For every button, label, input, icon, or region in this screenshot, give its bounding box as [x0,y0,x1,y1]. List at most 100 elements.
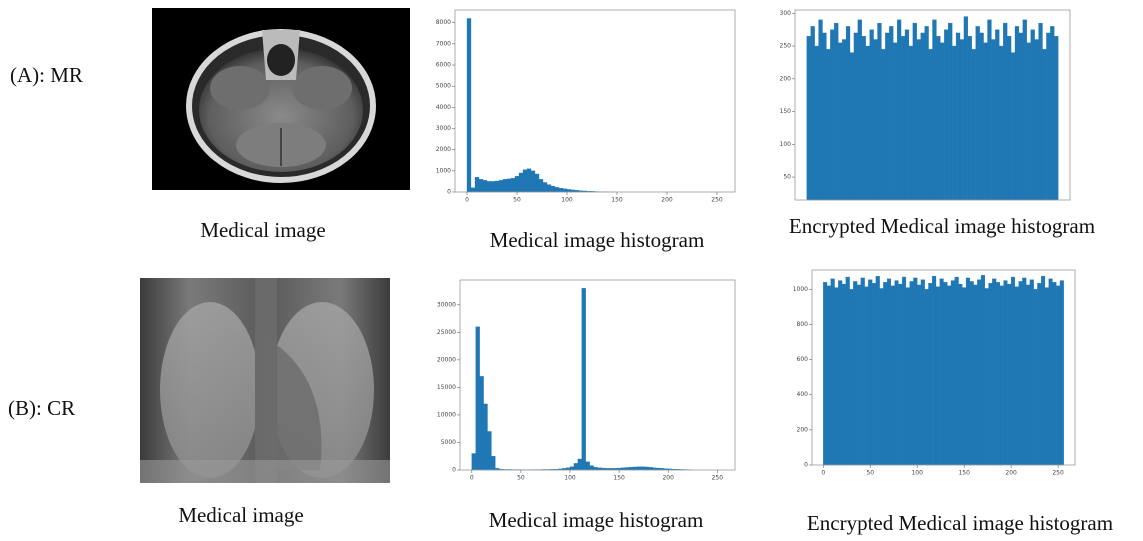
y-tick-label: 600 [797,356,809,363]
histogram-bar [523,170,527,192]
histogram-bar [898,284,902,465]
histogram-bar [475,177,479,192]
histogram-bar [649,467,653,470]
histogram-bar [1039,23,1043,200]
histogram-bar [850,289,854,465]
x-tick-label: 100 [564,475,576,482]
histogram-bar [880,288,884,465]
y-tick-label: 200 [797,426,809,433]
histogram-bar [637,467,641,470]
histogram-bar [527,169,531,192]
histogram-bar [893,43,897,200]
histogram-bar [905,30,909,200]
y-tick-label: 15000 [437,384,456,391]
histogram-bar [960,39,964,200]
histogram-bar [1049,279,1053,465]
histogram-bar [866,46,870,200]
x-tick-label: 200 [1005,470,1017,477]
x-tick-label: 250 [712,475,724,482]
histogram-bar [944,30,948,200]
row-label: (B): CR [8,396,75,420]
histogram-bar [858,20,862,200]
x-tick-label: 100 [911,470,923,477]
figure: (A): MR (B): CR Medical image Medical im… [0,0,1143,541]
histogram-bar [633,467,637,470]
histogram-bar [1015,287,1019,465]
histogram-bar [913,278,917,465]
histogram-bar [495,181,499,192]
y-tick-label: 20000 [437,356,456,363]
histogram-bar [1026,285,1030,465]
histogram-bar [842,284,846,465]
histogram-bar [1050,26,1054,200]
histogram-bar [491,181,495,192]
y-tick-label: 0 [804,462,808,469]
histogram-bar [966,278,970,465]
x-tick-label: 150 [958,470,970,477]
histogram-bar [582,288,586,470]
histogram-bar [559,188,563,192]
histogram-bar [586,462,590,470]
histogram-bar [906,288,910,465]
histogram-bar [1027,43,1031,200]
histogram-bar [823,33,827,200]
mr-image [152,8,410,190]
histogram-bar [853,281,857,465]
x-tick-label: 0 [821,470,825,477]
histogram-bar [1022,278,1026,465]
histogram-bar [996,282,1000,465]
histogram-bar [940,279,944,465]
histogram-bar [551,186,555,192]
histogram-bar [932,276,936,465]
histogram-bar [928,283,932,465]
histogram-bar [883,282,887,465]
histogram-bar [1031,30,1035,200]
histogram-bar [861,278,865,465]
y-tick-label: 0 [452,467,456,474]
histogram-bar [811,26,815,200]
histogram-bar [1011,53,1015,200]
histogram-bar [980,33,984,200]
histogram-bar [885,33,889,200]
histogram-bar [535,174,539,192]
histogram-bar [981,275,985,465]
histogram-bar [519,173,523,192]
row-label: (A): MR [10,63,83,87]
histogram-bar [976,26,980,200]
histogram-bar [857,285,861,465]
histogram-bar [835,288,839,465]
histogram-bar [948,23,952,200]
histogram-bar [838,43,842,200]
histogram-bar [936,287,940,465]
histogram-bar [964,17,968,200]
histogram-bar [1034,289,1038,465]
histogram-bar [539,179,543,192]
histogram-bar [827,286,831,465]
histogram-bar [819,20,823,200]
histogram-bar [872,283,876,465]
histogram-bar [834,23,838,200]
histogram-bar [944,282,948,465]
histogram-bar [807,36,811,200]
axes-frame [455,10,735,192]
histogram-bar [917,285,921,465]
histogram-bar [999,46,1003,200]
histogram-bar [1019,33,1023,200]
histogram-bar [921,33,925,200]
y-tick-label: 0 [447,189,451,196]
histogram-bar [985,288,989,465]
histogram-bar [846,26,850,200]
y-tick-label: 1000 [793,286,808,293]
histogram-bar [1015,26,1019,200]
histogram-bar [936,36,940,200]
y-tick-label: 3000 [436,125,451,132]
histogram-bar [891,286,895,465]
histogram-bar [515,176,519,192]
x-tick-label: 150 [611,197,623,204]
histogram-bar [547,185,551,192]
histogram-bar [897,20,901,200]
histogram-bar [910,281,914,465]
histogram-bar [959,284,963,465]
histogram-bar [933,20,937,200]
histogram-bar [578,459,582,470]
